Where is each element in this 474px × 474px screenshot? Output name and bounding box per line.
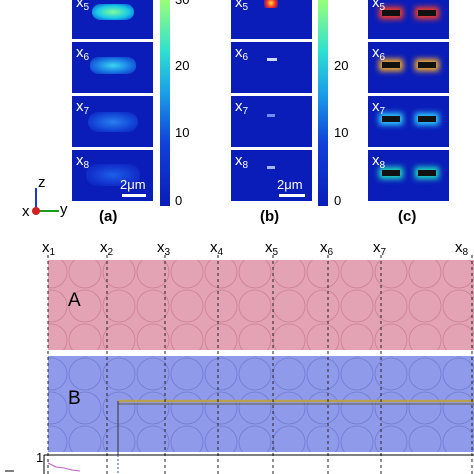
axes-triad: z x y bbox=[22, 174, 72, 220]
field-a-x7 bbox=[72, 96, 153, 147]
field-a-x8: 2μm bbox=[72, 150, 153, 201]
field-b-x8: 2μm bbox=[231, 150, 312, 201]
field-a-x6 bbox=[72, 42, 153, 93]
row-label-c-x6: x6 bbox=[372, 44, 386, 63]
row-label-c-x8: x8 bbox=[372, 152, 386, 171]
colorbar-b-tick-10: 10 bbox=[334, 125, 349, 140]
colorbar-a-tick-0: 0 bbox=[175, 193, 183, 208]
panel-c: x5 x6 x7 x8 bbox=[368, 0, 452, 205]
axis-z-line bbox=[35, 188, 37, 212]
colorbar-a-tick-10: 10 bbox=[175, 125, 190, 140]
field-b-x6 bbox=[231, 42, 312, 93]
field-c-x6 bbox=[368, 42, 449, 93]
position-x1: x1 bbox=[42, 239, 56, 258]
axis-z-label: z bbox=[38, 174, 46, 191]
colorbar-a-tick-30: 30 bbox=[175, 0, 189, 7]
row-label-c-x5: x5 bbox=[372, 0, 386, 13]
row-label-b-x7: x7 bbox=[235, 98, 249, 117]
row-label-b-x6: x6 bbox=[235, 44, 249, 63]
band-a-label: A bbox=[68, 290, 81, 311]
position-x4: x4 bbox=[210, 239, 224, 258]
position-x3: x3 bbox=[157, 239, 171, 258]
position-x7: x7 bbox=[373, 239, 387, 258]
field-c-x7 bbox=[368, 96, 449, 147]
subfigure-label-a: (a) bbox=[99, 208, 118, 225]
scale-bar-b bbox=[279, 194, 305, 197]
scale-bar-b-label: 2μm bbox=[277, 177, 303, 192]
band-a-pattern bbox=[48, 260, 474, 350]
colorbar-a bbox=[160, 0, 170, 206]
plot-y-tick-1: 1 bbox=[36, 450, 44, 465]
band-b-label: B bbox=[68, 388, 81, 409]
position-x8: x8 bbox=[455, 239, 469, 258]
panel-a: 2μm x5 x6 x7 x8 bbox=[72, 0, 156, 205]
field-c-x5 bbox=[368, 0, 449, 39]
position-x2: x2 bbox=[100, 239, 114, 258]
axis-y-label: y bbox=[60, 201, 68, 218]
field-a-x5 bbox=[72, 0, 153, 39]
scale-bar-a bbox=[122, 194, 146, 197]
plot-curve bbox=[47, 462, 81, 472]
colorbar-b-tick-0: 0 bbox=[334, 193, 342, 208]
row-label-a-x6: x6 bbox=[76, 44, 90, 63]
position-x6: x6 bbox=[320, 239, 334, 258]
structure-diagram bbox=[5, 255, 474, 474]
subfigure-label-c: (c) bbox=[398, 208, 417, 225]
position-x5: x5 bbox=[265, 239, 279, 258]
row-label-a-x7: x7 bbox=[76, 98, 90, 117]
colorbar-b-tick-20: 20 bbox=[334, 58, 349, 73]
colorbar-b bbox=[318, 0, 328, 206]
field-c-x8 bbox=[368, 150, 449, 201]
axis-origin bbox=[32, 207, 40, 215]
axis-y-line bbox=[35, 210, 59, 212]
panel-b: 2μm x5 x6 x7 x8 bbox=[231, 0, 315, 205]
row-label-b-x5: x5 bbox=[235, 0, 249, 13]
colorbar-a-tick-20: 20 bbox=[175, 58, 190, 73]
field-b-x5 bbox=[231, 0, 312, 39]
row-label-a-x5: x5 bbox=[76, 0, 90, 13]
field-b-x7 bbox=[231, 96, 312, 147]
row-label-c-x7: x7 bbox=[372, 98, 386, 117]
subfigure-label-b: (b) bbox=[260, 208, 280, 225]
axis-x-label: x bbox=[22, 203, 30, 220]
position-markers bbox=[47, 255, 473, 474]
row-label-b-x8: x8 bbox=[235, 152, 249, 171]
scale-bar-a-label: 2μm bbox=[120, 177, 146, 192]
row-label-a-x8: x8 bbox=[76, 152, 90, 171]
